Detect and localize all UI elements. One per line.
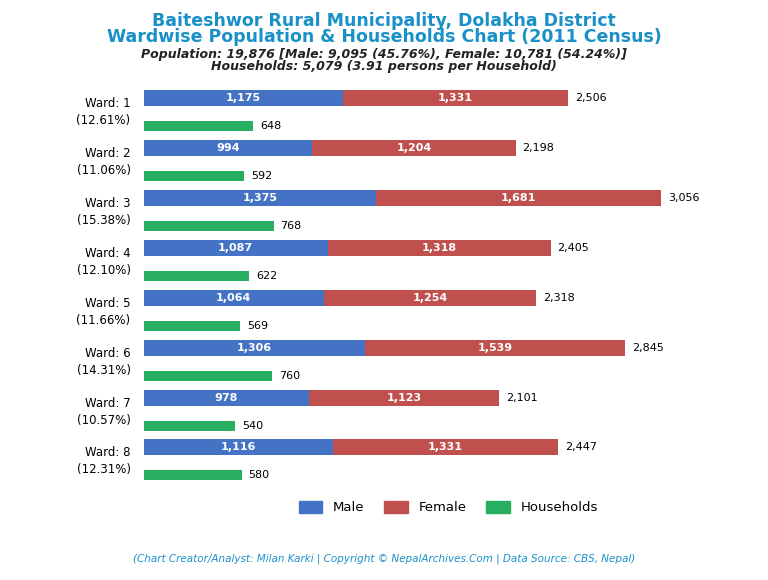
Text: 1,331: 1,331 bbox=[438, 93, 473, 103]
Text: 569: 569 bbox=[247, 321, 268, 331]
Text: 1,175: 1,175 bbox=[226, 93, 261, 103]
Bar bbox=[144, 440, 333, 455]
Text: 2,447: 2,447 bbox=[564, 443, 597, 452]
Bar bbox=[324, 290, 536, 306]
Bar bbox=[144, 171, 244, 181]
Text: 1,204: 1,204 bbox=[396, 143, 432, 153]
Bar bbox=[365, 340, 625, 356]
Bar bbox=[144, 190, 376, 206]
Bar bbox=[144, 140, 312, 156]
Text: 760: 760 bbox=[279, 371, 300, 380]
Text: 622: 622 bbox=[256, 271, 277, 281]
Text: 1,331: 1,331 bbox=[428, 443, 463, 452]
Text: 1,087: 1,087 bbox=[218, 243, 253, 253]
Text: 648: 648 bbox=[260, 121, 281, 132]
Text: Wardwise Population & Households Chart (2011 Census): Wardwise Population & Households Chart (… bbox=[107, 28, 661, 46]
Text: 1,123: 1,123 bbox=[387, 393, 422, 403]
Text: 592: 592 bbox=[250, 171, 272, 181]
Bar bbox=[333, 440, 558, 455]
Text: 1,539: 1,539 bbox=[478, 343, 512, 353]
Bar bbox=[144, 121, 253, 132]
Text: 2,845: 2,845 bbox=[632, 343, 664, 353]
Text: 580: 580 bbox=[249, 470, 270, 480]
Legend: Male, Female, Households: Male, Female, Households bbox=[293, 496, 604, 520]
Text: 1,681: 1,681 bbox=[501, 193, 536, 203]
Text: Baiteshwor Rural Municipality, Dolakha District: Baiteshwor Rural Municipality, Dolakha D… bbox=[152, 12, 616, 30]
Bar bbox=[144, 221, 273, 231]
Bar bbox=[144, 371, 273, 380]
Text: 1,306: 1,306 bbox=[237, 343, 272, 353]
Text: Population: 19,876 [Male: 9,095 (45.76%), Female: 10,781 (54.24%)]: Population: 19,876 [Male: 9,095 (45.76%)… bbox=[141, 48, 627, 60]
Text: 2,101: 2,101 bbox=[506, 393, 538, 403]
Text: 2,506: 2,506 bbox=[574, 93, 606, 103]
Bar bbox=[144, 90, 343, 107]
Text: 1,375: 1,375 bbox=[243, 193, 277, 203]
Text: (Chart Creator/Analyst: Milan Karki | Copyright © NepalArchives.Com | Data Sourc: (Chart Creator/Analyst: Milan Karki | Co… bbox=[133, 553, 635, 564]
Bar bbox=[144, 290, 324, 306]
Bar bbox=[144, 470, 242, 480]
Text: 2,318: 2,318 bbox=[543, 293, 574, 303]
Bar bbox=[343, 90, 568, 107]
Bar bbox=[144, 340, 365, 356]
Text: 1,064: 1,064 bbox=[216, 293, 251, 303]
Text: 2,198: 2,198 bbox=[522, 143, 554, 153]
Text: 540: 540 bbox=[242, 420, 263, 430]
Text: 1,254: 1,254 bbox=[412, 293, 448, 303]
Text: 3,056: 3,056 bbox=[667, 193, 699, 203]
Text: 1,318: 1,318 bbox=[422, 243, 457, 253]
Bar bbox=[144, 271, 249, 281]
Bar bbox=[310, 390, 499, 405]
Bar bbox=[144, 321, 240, 331]
Bar bbox=[144, 390, 310, 405]
Text: 994: 994 bbox=[216, 143, 240, 153]
Bar bbox=[376, 190, 661, 206]
Bar bbox=[144, 420, 235, 430]
Text: 2,405: 2,405 bbox=[558, 243, 589, 253]
Text: 978: 978 bbox=[215, 393, 238, 403]
Text: Households: 5,079 (3.91 persons per Household): Households: 5,079 (3.91 persons per Hous… bbox=[211, 60, 557, 72]
Bar bbox=[328, 240, 551, 256]
Bar bbox=[312, 140, 516, 156]
Text: 768: 768 bbox=[280, 221, 302, 231]
Bar bbox=[144, 240, 328, 256]
Text: 1,116: 1,116 bbox=[220, 443, 256, 452]
